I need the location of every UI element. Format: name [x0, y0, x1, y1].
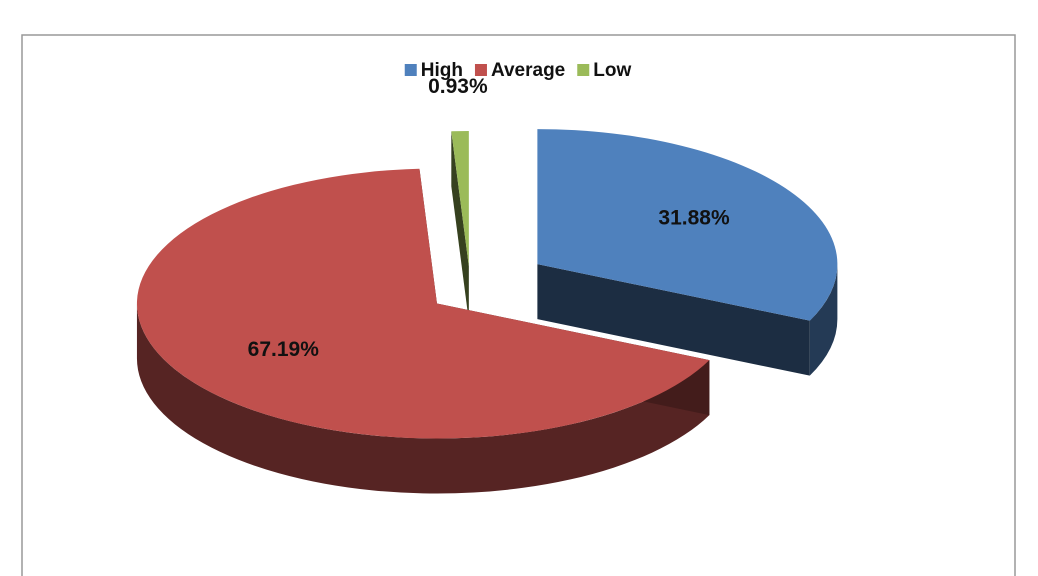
legend-swatch [404, 64, 417, 76]
data-label: 0.93% [428, 75, 488, 98]
slice-side [136, 303, 710, 494]
slice [136, 168, 710, 439]
slice-cut [451, 131, 469, 322]
slice [451, 131, 469, 267]
data-label: 31.88% [658, 207, 730, 230]
slice [537, 129, 838, 321]
slice-cut [537, 264, 810, 376]
slice-side [809, 264, 838, 376]
legend-label: High [421, 60, 463, 81]
legend-label: Low [593, 60, 631, 81]
legend-label: Average [491, 60, 565, 81]
legend-swatch [577, 64, 590, 76]
legend-swatch [474, 64, 487, 76]
data-label: 67.19% [248, 338, 320, 361]
